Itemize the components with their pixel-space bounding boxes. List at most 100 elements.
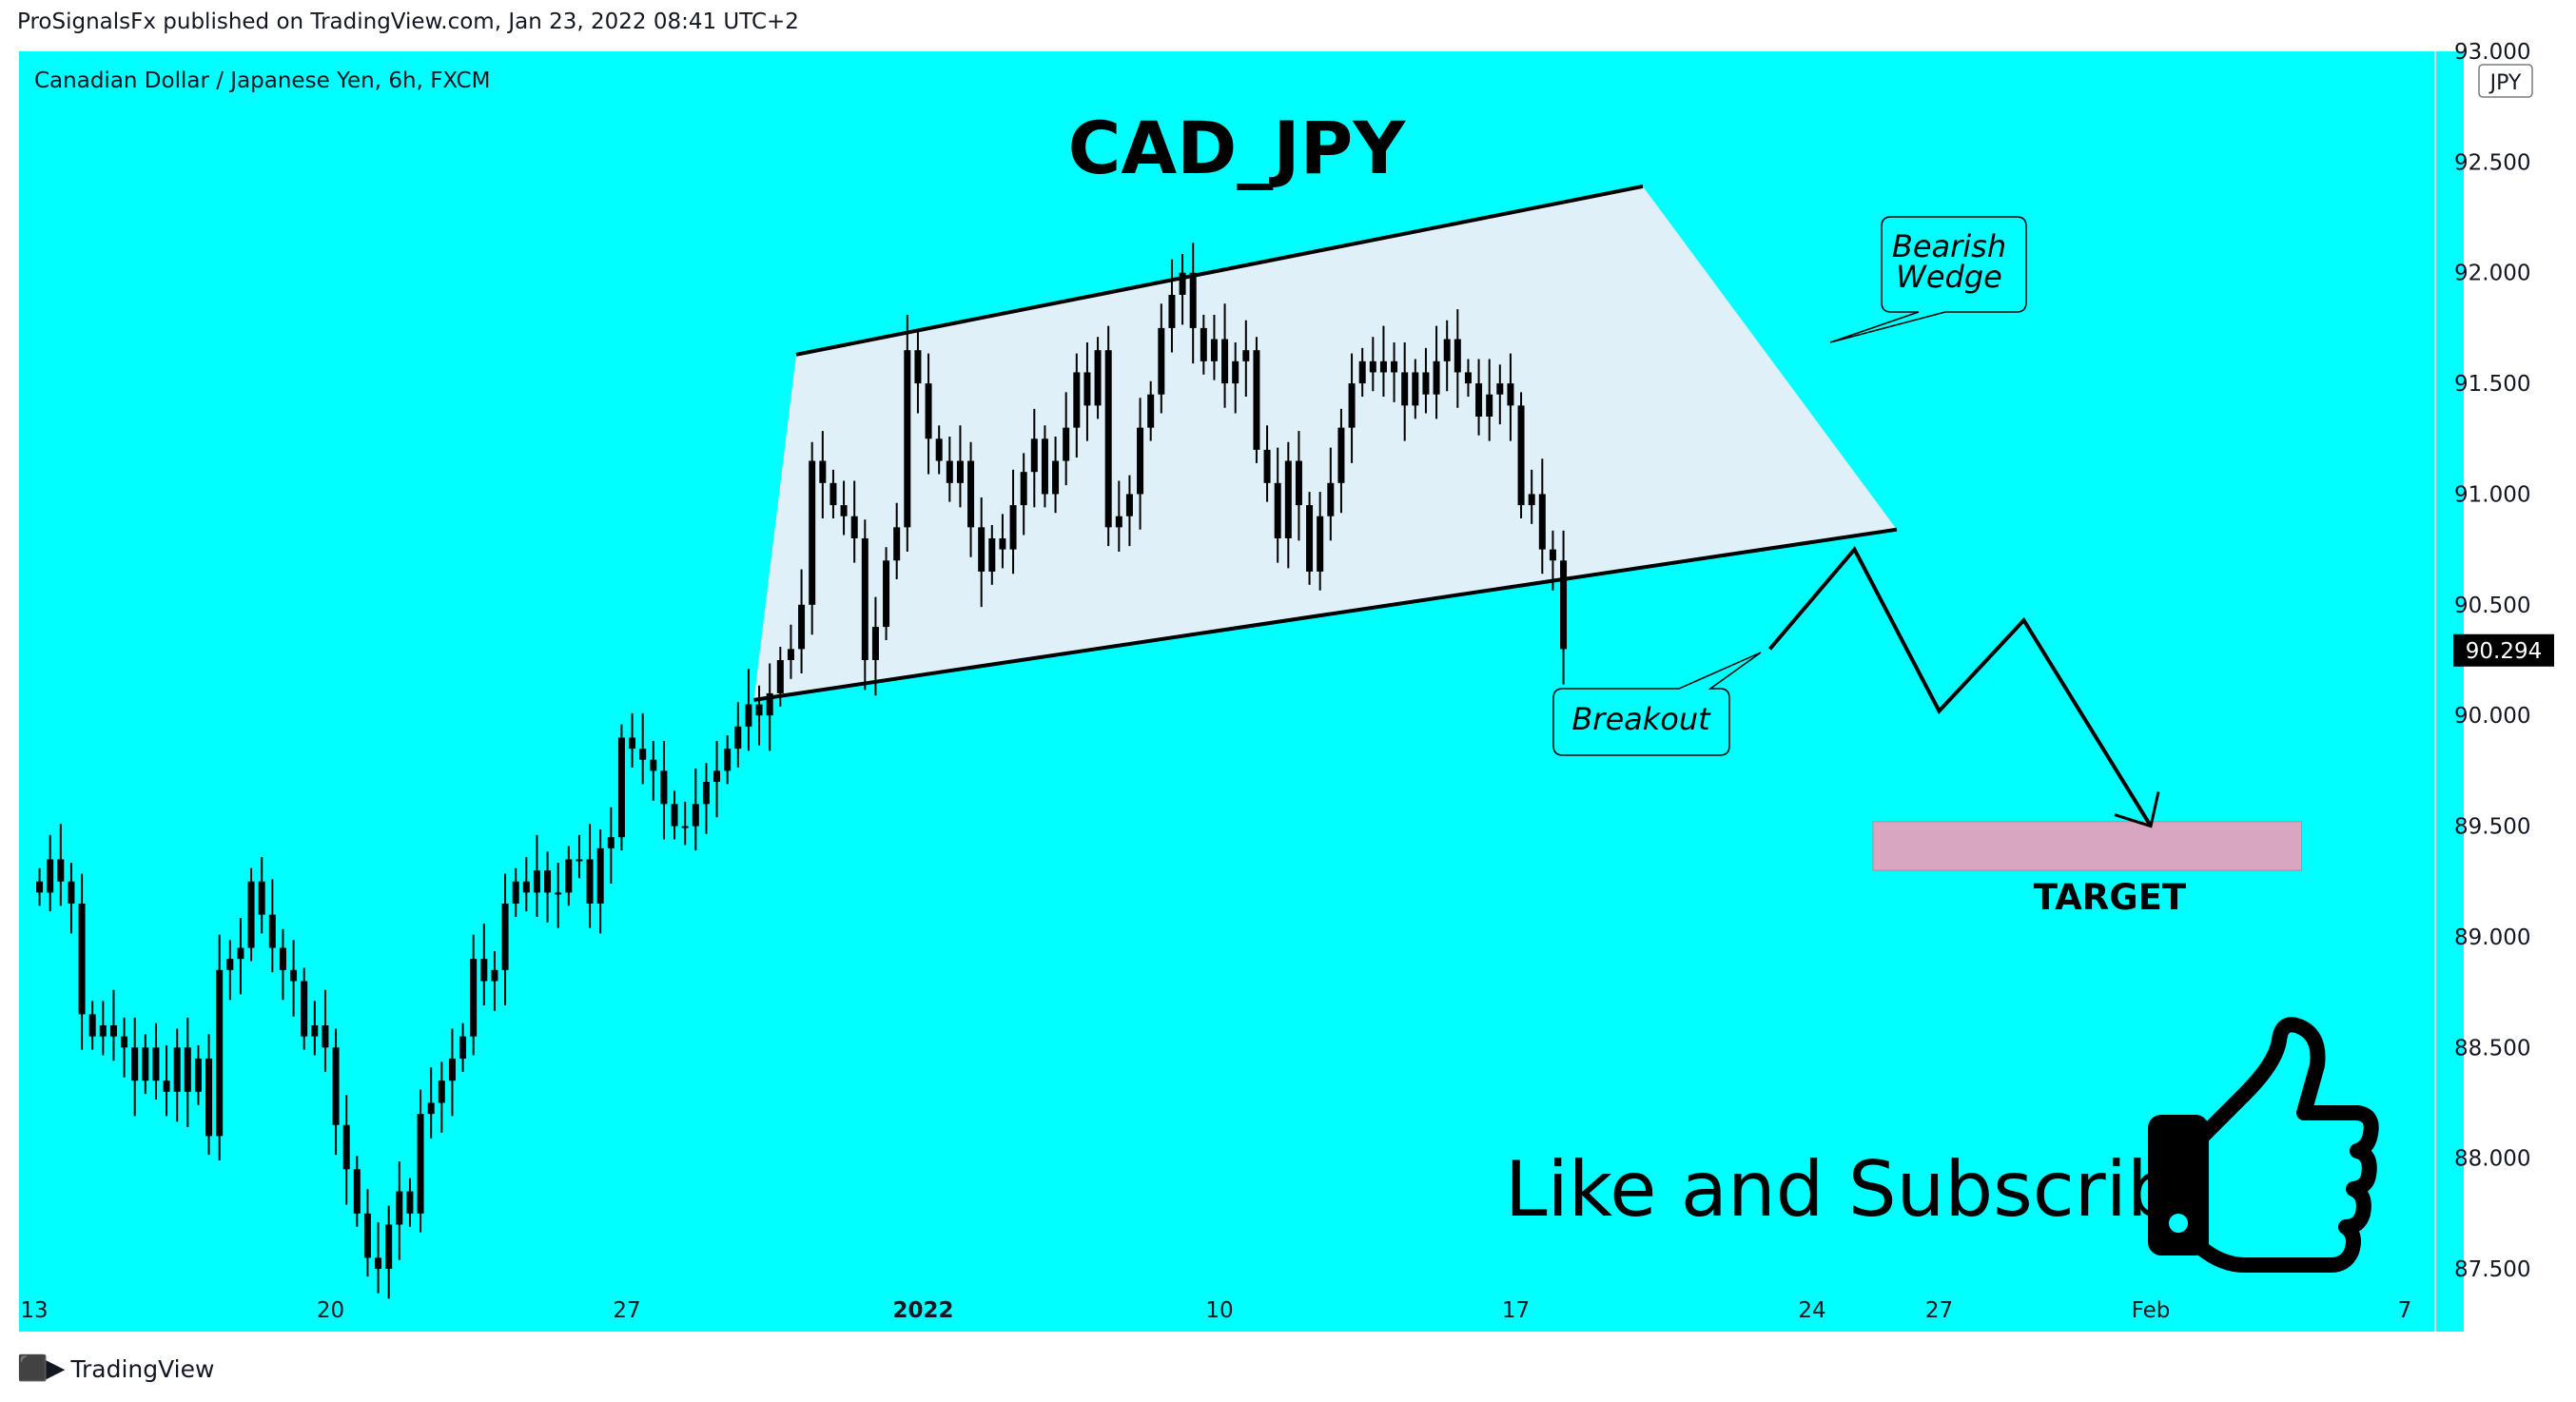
candle: [417, 1089, 424, 1233]
candle: [448, 1028, 456, 1117]
price-tick-label: 92.000: [2454, 262, 2530, 286]
candle: [639, 712, 647, 785]
candle: [871, 596, 879, 696]
candle: [1517, 392, 1525, 519]
candle: [1221, 303, 1229, 408]
candle: [660, 740, 668, 840]
target-label: TARGET: [2034, 877, 2187, 918]
candle: [1549, 530, 1556, 591]
candle: [353, 1156, 361, 1227]
time-tick-label: 7: [2398, 1298, 2412, 1323]
currency-badge[interactable]: JPY: [2478, 64, 2533, 98]
candle: [1528, 469, 1535, 524]
candle: [893, 502, 901, 580]
candle: [342, 1095, 350, 1205]
candle: [565, 846, 573, 906]
candle: [109, 989, 117, 1061]
candle: [1030, 408, 1038, 508]
drawing-overlays[interactable]: [1767, 546, 2302, 871]
candle: [1433, 325, 1440, 419]
candle: [755, 685, 763, 746]
candle: [163, 1044, 170, 1117]
bearish-wedge-callout-text: Bearish Wedge: [1892, 228, 2006, 295]
candle: [629, 712, 636, 768]
candle: [501, 873, 509, 1006]
breakout-callout-text: Breakout: [1571, 701, 1711, 737]
candle: [311, 1001, 319, 1056]
candle: [946, 436, 953, 502]
candle: [194, 1044, 202, 1105]
price-axis[interactable]: 93.000 92.500 92.000 91.500 91.000 90.500 90.0…: [2454, 40, 2530, 1282]
bearish-wedge-callout-box: [1829, 216, 2027, 343]
candle: [1137, 398, 1144, 530]
candle: [1253, 337, 1260, 463]
candle: [904, 314, 911, 552]
candle: [1443, 320, 1451, 392]
price-tick-label: 93.000: [2454, 40, 2530, 65]
candle: [1422, 347, 1430, 414]
candle: [1507, 353, 1514, 441]
candle: [850, 480, 858, 563]
candle: [988, 525, 996, 585]
candle: [617, 724, 625, 851]
time-axis[interactable]: 13 20 27 2022 10 17 24 27 Feb 7: [20, 1298, 2411, 1323]
candle: [533, 834, 540, 917]
candle: [935, 425, 943, 475]
tradingview-logo-icon: ⬛▶: [17, 1354, 65, 1383]
bearish-wedge-callout[interactable]: Bearish Wedge: [1829, 216, 2027, 343]
candle: [237, 918, 244, 995]
candle: [724, 735, 732, 785]
candle: [396, 1161, 403, 1260]
candle: [914, 331, 922, 414]
candle: [1379, 325, 1387, 398]
like-subscribe-text: Like and Subscribe: [1505, 1145, 2222, 1234]
candle: [1104, 325, 1112, 547]
candle: [1401, 342, 1409, 441]
time-tick-label: 20: [317, 1298, 344, 1323]
bearish-wedge[interactable]: [753, 185, 1898, 702]
candle: [1391, 342, 1398, 402]
candle: [226, 940, 234, 1001]
projection-arrowhead: [2114, 791, 2160, 828]
candle: [1083, 342, 1091, 441]
candle: [978, 497, 986, 608]
candle: [1274, 447, 1281, 563]
candle: [438, 1061, 445, 1133]
candle: [1538, 458, 1546, 574]
candle: [1486, 359, 1493, 441]
time-tick-label: Feb: [2132, 1298, 2171, 1323]
candle: [1041, 425, 1048, 508]
chart-background: [19, 51, 2464, 1332]
footer-brand[interactable]: ⬛▶ TradingView: [17, 1354, 214, 1383]
candle: [363, 1189, 371, 1277]
price-tick-label: 89.500: [2454, 815, 2530, 840]
projection-path[interactable]: [1767, 546, 2153, 828]
breakout-callout[interactable]: Breakout: [1552, 652, 1762, 756]
candle: [829, 469, 837, 519]
candle: [1179, 253, 1186, 325]
candle: [152, 1022, 160, 1100]
candle: [1063, 392, 1070, 486]
candle: [491, 951, 498, 1011]
candle: [1052, 436, 1060, 514]
target-zone[interactable]: [1872, 821, 2302, 871]
candle: [956, 425, 964, 508]
candle: [1284, 441, 1292, 569]
currency-label: JPY: [2488, 71, 2522, 95]
candle: [1232, 342, 1239, 414]
candle: [745, 669, 752, 751]
symbol-legend[interactable]: Canadian Dollar / Japanese Yen, 6h, FXCM: [34, 68, 490, 93]
price-tick-label: 87.500: [2454, 1257, 2530, 1282]
wedge-lower-line[interactable]: [753, 527, 1898, 702]
candle: [512, 867, 519, 917]
breakout-callout-box: [1552, 652, 1762, 756]
candle: [385, 1205, 393, 1299]
candle: [1020, 453, 1027, 535]
candle: [1412, 359, 1419, 419]
wedge-upper-line[interactable]: [795, 185, 1644, 357]
candle: [184, 1017, 191, 1128]
candle: [1454, 309, 1461, 408]
candle: [1115, 480, 1122, 552]
candle: [713, 740, 721, 818]
